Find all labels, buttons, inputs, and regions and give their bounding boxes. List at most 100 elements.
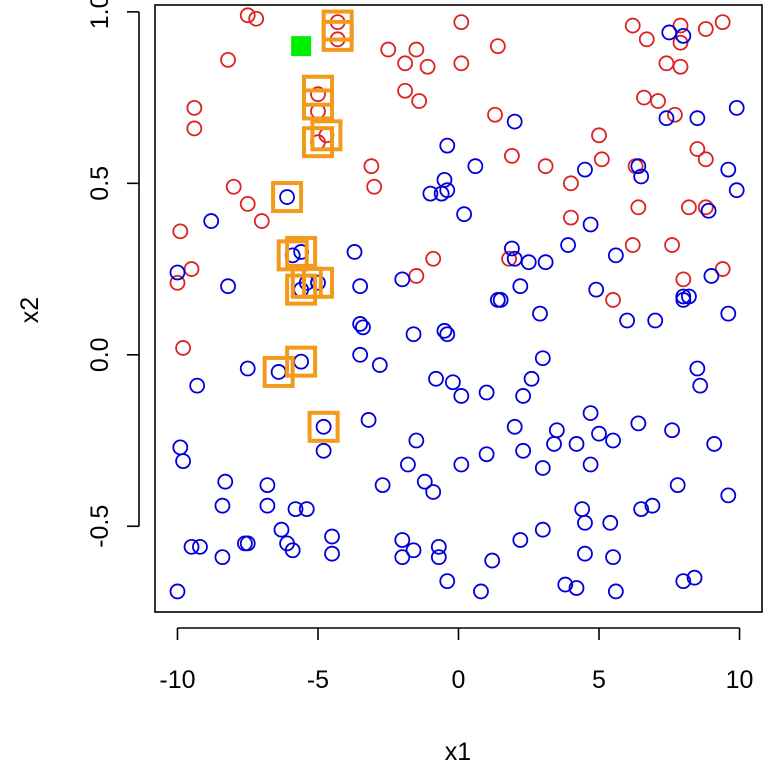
- red-circle-point: [672, 17, 689, 34]
- blue-circle-point: [647, 312, 664, 329]
- blue-circle-point: [287, 501, 304, 518]
- red-circle-point: [650, 93, 666, 109]
- red-circle-point: [672, 34, 689, 51]
- red-circle-point: [408, 41, 425, 58]
- blue-circle-point: [203, 213, 220, 229]
- blue-circle-point: [237, 535, 253, 552]
- highlight-box: [271, 181, 304, 214]
- blue-circle-point: [394, 532, 411, 548]
- blue-circle-point: [633, 501, 650, 518]
- blue-circle-point: [720, 161, 737, 178]
- highlight-box: [307, 410, 340, 443]
- blue-circle-point: [394, 271, 411, 288]
- red-circle-point: [363, 158, 380, 175]
- red-circle-point: [689, 141, 706, 157]
- blue-circle-point: [728, 182, 745, 199]
- blue-circle-point: [607, 583, 624, 600]
- highlight-box: [301, 266, 334, 299]
- blue-circle-point: [360, 412, 377, 428]
- highlight-box: [301, 88, 334, 121]
- red-circle-point: [591, 127, 607, 144]
- blue-circle-point: [658, 110, 675, 127]
- blue-circle-point: [436, 171, 453, 188]
- blue-circle-point: [605, 432, 621, 449]
- blue-circle-point: [352, 346, 369, 363]
- red-circle-point: [697, 21, 714, 37]
- blue-circle-point: [532, 305, 548, 322]
- red-circle-point: [487, 106, 503, 123]
- blue-circle-point: [444, 374, 461, 391]
- red-circle-point: [419, 58, 436, 75]
- red-circle-point: [239, 196, 256, 212]
- red-circle-point: [453, 14, 470, 31]
- blue-circle-point: [720, 487, 737, 504]
- blue-circle-point: [675, 27, 692, 44]
- blue-circle-point: [189, 377, 206, 394]
- blue-circle-point: [352, 316, 369, 332]
- y-axis: -0.5 0.0 0.5 1.0: [86, 0, 140, 548]
- blue-circle-point: [630, 158, 647, 175]
- blue-circle-point: [675, 292, 692, 308]
- blue-circle-point: [577, 161, 593, 178]
- blue-circle-point: [273, 521, 290, 538]
- blue-circle-point: [577, 545, 593, 562]
- blue-circle-point: [686, 569, 703, 586]
- red-circle-point: [714, 14, 731, 31]
- blue-circle-point: [439, 326, 456, 343]
- blue-circle-point: [352, 278, 369, 295]
- x-tick-label: -5: [307, 666, 329, 694]
- blue-circle-point: [439, 182, 456, 199]
- blue-circle-point: [456, 206, 473, 223]
- red-circle-point: [624, 237, 641, 253]
- red-circle-point: [310, 86, 326, 103]
- red-circle-point: [563, 209, 579, 226]
- blue-circle-point: [577, 514, 593, 531]
- blue-circle-point: [557, 576, 574, 593]
- blue-circle-point: [430, 538, 447, 555]
- blue-circle-point: [298, 501, 315, 518]
- blue-circle-point: [371, 357, 388, 373]
- blue-circle-point: [484, 552, 501, 569]
- blue-circle-point: [408, 432, 425, 449]
- red-circle-point: [220, 51, 236, 68]
- blue-circle-point: [394, 549, 411, 566]
- blue-circle-point: [214, 497, 231, 514]
- blue-circle-point: [259, 497, 276, 514]
- blue-circle-point: [582, 405, 599, 421]
- blue-circle-point: [607, 247, 624, 264]
- blue-circle-point: [183, 538, 200, 555]
- highlight-box: [262, 355, 295, 388]
- blue-circle-point: [633, 168, 650, 185]
- blue-circle-point: [220, 278, 236, 295]
- blue-circle-point: [473, 583, 489, 600]
- blue-circle-point: [703, 268, 720, 284]
- blue-circle-point: [169, 583, 186, 600]
- red-circle-point: [453, 55, 470, 72]
- red-circle-point: [681, 199, 697, 216]
- red-circle-point: [225, 178, 242, 195]
- blue-circle-point: [523, 370, 540, 387]
- red-circle-point: [501, 250, 517, 267]
- blue-circle-point: [175, 453, 192, 470]
- blue-circle-point: [506, 113, 523, 130]
- red-circle-point: [666, 106, 683, 123]
- blue-circle-point: [478, 384, 495, 401]
- highlight-box: [301, 126, 334, 159]
- blue-circle-point: [467, 158, 484, 175]
- red-circle-point: [425, 250, 442, 267]
- query-point-marker: [291, 36, 312, 57]
- red-circle-point: [411, 93, 428, 109]
- blue-circle-point: [310, 274, 326, 291]
- red-circle-point: [172, 223, 189, 240]
- blue-circle-point: [284, 542, 301, 559]
- y-tick-label: 0.5: [86, 166, 114, 201]
- red-circle-point: [186, 120, 203, 137]
- blue-circle-point: [478, 446, 495, 463]
- blue-circle-point: [259, 477, 276, 494]
- x-tick-label: 5: [592, 666, 606, 694]
- red-circle-point: [380, 41, 397, 58]
- blue-circle-point: [512, 532, 529, 548]
- blue-circle-point: [169, 264, 186, 281]
- query-marker-group: [291, 36, 312, 57]
